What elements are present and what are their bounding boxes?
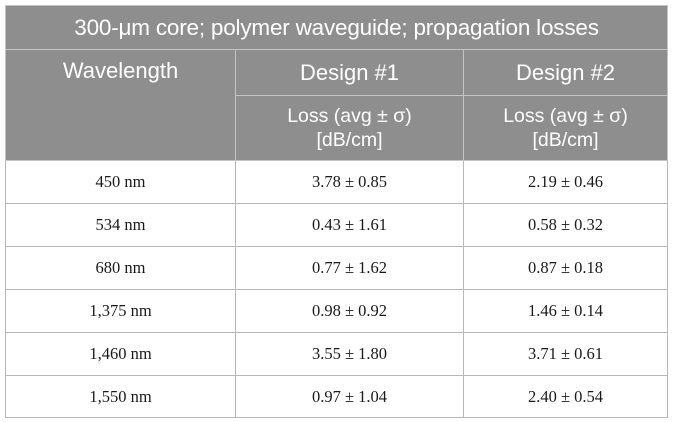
cell-wavelength: 1,550 nm bbox=[5, 375, 236, 418]
cell-wavelength: 450 nm bbox=[5, 160, 236, 204]
cell-wavelength: 534 nm bbox=[5, 203, 236, 247]
loss-unit: [dB/cm] bbox=[532, 129, 599, 151]
cell-design-1: 0.97 ± 1.04 bbox=[235, 375, 464, 418]
table-title: 300-μm core; polymer waveguide; propagat… bbox=[4, 5, 669, 50]
cell-design-1: 3.78 ± 0.85 bbox=[235, 160, 464, 204]
loss-label: Loss (avg ± σ) bbox=[503, 105, 628, 127]
header-wavelength: Wavelength bbox=[5, 49, 236, 161]
cell-design-2: 0.87 ± 0.18 bbox=[462, 246, 669, 290]
loss-unit: [dB/cm] bbox=[316, 129, 383, 151]
cell-design-2: 0.58 ± 0.32 bbox=[462, 203, 669, 247]
cell-design-2: 1.46 ± 0.14 bbox=[462, 289, 669, 333]
table-row: 680 nm 0.77 ± 1.62 0.87 ± 0.18 bbox=[5, 246, 669, 290]
header-design-2: Design #2 bbox=[462, 49, 669, 96]
cell-wavelength: 1,460 nm bbox=[5, 332, 236, 376]
cell-design-2: 2.19 ± 0.46 bbox=[462, 160, 669, 204]
cell-wavelength: 680 nm bbox=[5, 246, 236, 290]
cell-design-1: 0.77 ± 1.62 bbox=[235, 246, 464, 290]
cell-design-2: 2.40 ± 0.54 bbox=[462, 375, 669, 418]
cell-design-2: 3.71 ± 0.61 bbox=[462, 332, 669, 376]
loss-label: Loss (avg ± σ) bbox=[287, 105, 412, 127]
header-design-1: Design #1 bbox=[235, 49, 464, 96]
table-row: 534 nm 0.43 ± 1.61 0.58 ± 0.32 bbox=[5, 203, 669, 247]
cell-design-1: 3.55 ± 1.80 bbox=[235, 332, 464, 376]
cell-design-1: 0.43 ± 1.61 bbox=[235, 203, 464, 247]
table-row: 1,550 nm 0.97 ± 1.04 2.40 ± 0.54 bbox=[5, 375, 669, 418]
table-row: 1,460 nm 3.55 ± 1.80 3.71 ± 0.61 bbox=[5, 332, 669, 376]
table-row: 1,375 nm 0.98 ± 0.92 1.46 ± 0.14 bbox=[5, 289, 669, 333]
table-row: 450 nm 3.78 ± 0.85 2.19 ± 0.46 bbox=[5, 160, 669, 204]
header-loss-design-1: Loss (avg ± σ) [dB/cm] bbox=[235, 95, 464, 161]
loss-table: 300-μm core; polymer waveguide; propagat… bbox=[4, 5, 669, 418]
cell-design-1: 0.98 ± 0.92 bbox=[235, 289, 464, 333]
cell-wavelength: 1,375 nm bbox=[5, 289, 236, 333]
header-loss-design-2: Loss (avg ± σ) [dB/cm] bbox=[462, 95, 669, 161]
